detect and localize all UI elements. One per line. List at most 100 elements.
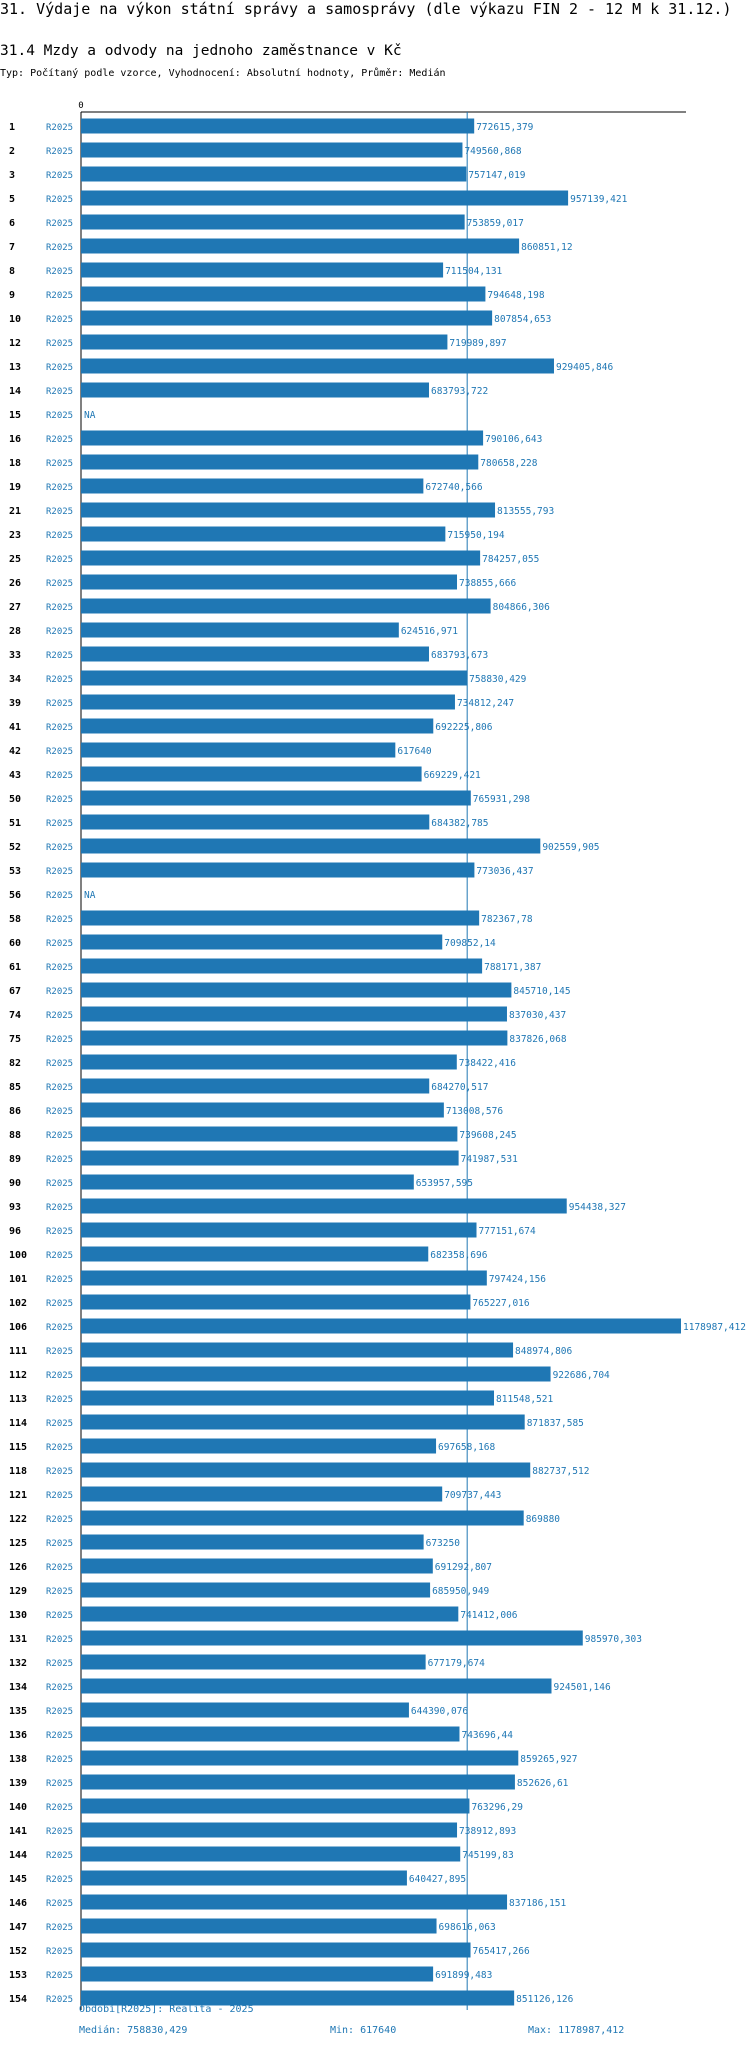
- bar: [81, 742, 396, 758]
- bar-value-label: 807854,653: [494, 314, 551, 325]
- row-period-label: R2025: [46, 579, 73, 589]
- row-id-label: 42: [9, 746, 21, 757]
- bar: [81, 1870, 407, 1886]
- row-period-label: R2025: [46, 1875, 73, 1885]
- row-period-label: R2025: [46, 651, 73, 661]
- row-period-label: R2025: [46, 1539, 73, 1549]
- row-id-label: 2: [9, 146, 15, 157]
- bar: [81, 1510, 524, 1526]
- bar-value-label: 784257,055: [482, 554, 539, 565]
- bar-value-label: 871837,585: [527, 1418, 584, 1429]
- row-id-label: 15: [9, 410, 21, 421]
- row-id-label: 3: [9, 170, 15, 181]
- row-id-label: 82: [9, 1058, 21, 1069]
- bar: [81, 454, 479, 470]
- row-id-label: 7: [9, 242, 15, 253]
- bar: [81, 1222, 477, 1238]
- bar-value-label: 757147,019: [468, 170, 525, 181]
- row-id-label: 86: [9, 1106, 21, 1117]
- row-id-label: 100: [9, 1250, 27, 1261]
- bar: [81, 1894, 508, 1910]
- bar: [81, 1726, 460, 1742]
- row-period-label: R2025: [46, 1251, 73, 1261]
- row-id-label: 18: [9, 458, 21, 469]
- row-id-label: 147: [9, 1922, 27, 1933]
- row-period-label: R2025: [46, 171, 73, 181]
- row-period-label: R2025: [46, 1107, 73, 1117]
- row-id-label: 132: [9, 1658, 27, 1669]
- bar: [81, 1582, 431, 1598]
- row-id-label: 152: [9, 1946, 27, 1957]
- row-id-label: 145: [9, 1874, 27, 1885]
- row-id-label: 61: [9, 962, 21, 973]
- bar: [81, 1366, 551, 1382]
- bar-value-label: 719989,897: [449, 338, 506, 349]
- row-period-label: R2025: [46, 507, 73, 517]
- bar-value-label: 734812,247: [457, 698, 514, 709]
- bar: [81, 1006, 507, 1022]
- bar: [81, 574, 458, 590]
- row-id-label: 113: [9, 1394, 27, 1405]
- row-id-label: 26: [9, 578, 21, 589]
- bar: [81, 1798, 470, 1814]
- row-id-label: 8: [9, 266, 15, 277]
- bar-value-label: 644390,076: [411, 1706, 468, 1717]
- row-id-label: 58: [9, 914, 21, 925]
- bar: [81, 1966, 434, 1982]
- row-period-label: R2025: [46, 1635, 73, 1645]
- bar-value-label: 684270,517: [431, 1082, 488, 1093]
- bar: [81, 1942, 471, 1958]
- row-id-label: 27: [9, 602, 21, 613]
- row-period-label: R2025: [46, 1515, 73, 1525]
- row-id-label: 23: [9, 530, 21, 541]
- bar-value-label: 804866,306: [493, 602, 550, 613]
- bar: [81, 190, 569, 206]
- bar-value-label: 715950,194: [447, 530, 504, 541]
- row-period-label: R2025: [46, 867, 73, 877]
- bar-value-label: 902559,905: [542, 842, 599, 853]
- row-period-label: R2025: [46, 315, 73, 325]
- row-period-label: R2025: [46, 459, 73, 469]
- row-period-label: R2025: [46, 1227, 73, 1237]
- row-id-label: 53: [9, 866, 21, 877]
- row-id-label: 122: [9, 1514, 27, 1525]
- bar-value-label: 765227,016: [472, 1298, 529, 1309]
- row-period-label: R2025: [46, 483, 73, 493]
- row-period-label: R2025: [46, 1611, 73, 1621]
- bar: [81, 1102, 444, 1118]
- bar: [81, 670, 468, 686]
- bar: [81, 1918, 437, 1934]
- bar: [81, 1438, 437, 1454]
- row-period-label: R2025: [46, 531, 73, 541]
- bar-value-label: 738912,893: [459, 1826, 516, 1837]
- row-id-label: 85: [9, 1082, 21, 1093]
- row-id-label: 141: [9, 1826, 27, 1837]
- row-period-label: R2025: [46, 963, 73, 973]
- row-period-label: R2025: [46, 1395, 73, 1405]
- bar-value-label: 765931,298: [473, 794, 530, 805]
- bar-value-label: 811548,521: [496, 1394, 553, 1405]
- bar-value-label: 709737,443: [444, 1490, 501, 1501]
- bar-value-label: 640427,895: [409, 1874, 466, 1885]
- bar: [81, 766, 422, 782]
- bar-value-label: 797424,156: [489, 1274, 546, 1285]
- row-period-label: R2025: [46, 891, 73, 901]
- row-period-label: R2025: [46, 1851, 73, 1861]
- bar-value-label: 711504,131: [445, 266, 502, 277]
- row-period-label: R2025: [46, 795, 73, 805]
- row-period-label: R2025: [46, 987, 73, 997]
- row-period-label: R2025: [46, 1203, 73, 1213]
- row-period-label: R2025: [46, 1083, 73, 1093]
- row-period-label: R2025: [46, 195, 73, 205]
- row-period-label: R2025: [46, 843, 73, 853]
- row-period-label: R2025: [46, 411, 73, 421]
- bar-value-label: 837826,068: [509, 1034, 566, 1045]
- row-id-label: 131: [9, 1634, 27, 1645]
- row-id-label: 33: [9, 650, 21, 661]
- row-period-label: R2025: [46, 1947, 73, 1957]
- bar: [81, 118, 475, 134]
- row-period-label: R2025: [46, 1179, 73, 1189]
- row-period-label: R2025: [46, 723, 73, 733]
- bar-value-label: 669229,421: [424, 770, 481, 781]
- bar: [81, 694, 455, 710]
